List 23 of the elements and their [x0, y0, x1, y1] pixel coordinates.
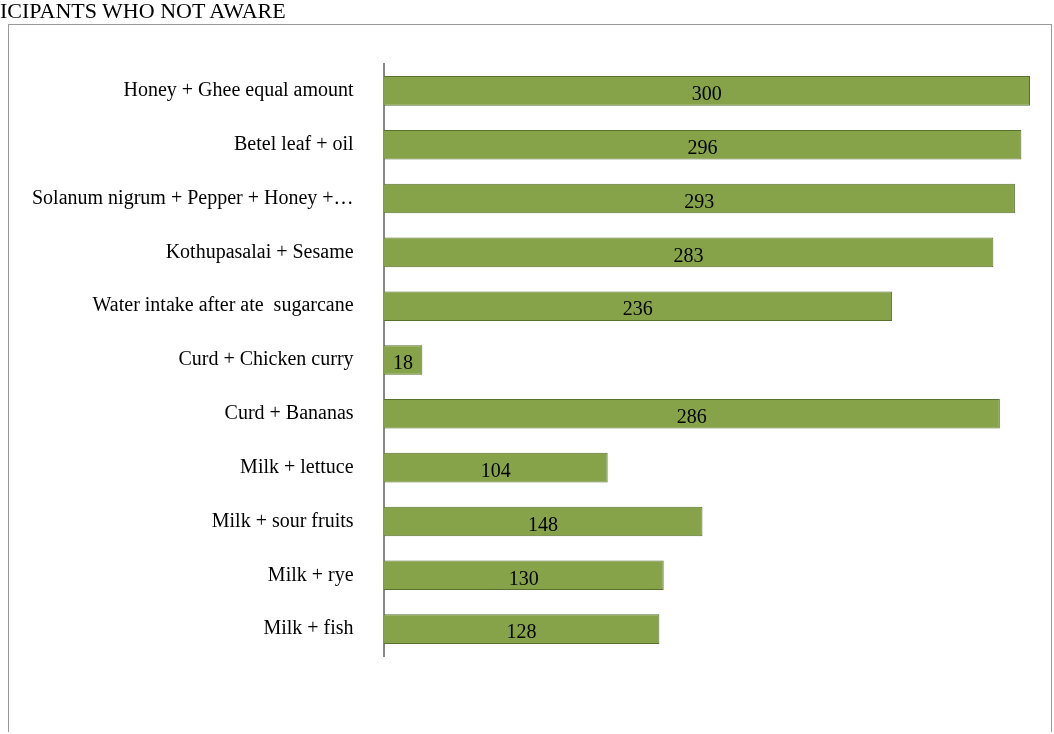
data-label: 283 — [673, 243, 704, 266]
data-label: 18 — [392, 351, 413, 374]
y-tick-label: Curd + Chicken curry — [178, 347, 354, 371]
y-tick-label: Honey + Ghee equal amount — [123, 78, 355, 102]
y-tick-label: Milk + fish — [263, 616, 354, 639]
y-tick-label: Milk + sour fruits — [211, 508, 354, 531]
y-tick-label: Solanum nigrum + Pepper + Honey +… — [31, 185, 354, 209]
y-tick-label: Water intake after ate sugarcane — [92, 293, 354, 317]
data-label: 128 — [506, 620, 537, 643]
data-label: 104 — [480, 458, 511, 481]
data-label: 286 — [676, 405, 707, 428]
data-label: 300 — [691, 82, 722, 105]
y-tick-label: Curd + Bananas — [224, 401, 354, 424]
data-label: 130 — [508, 566, 539, 589]
data-label: 296 — [687, 135, 718, 158]
y-tick-label: Betel leaf + oil — [234, 131, 355, 154]
data-label: 236 — [622, 297, 653, 320]
y-tick-label: Milk + lettuce — [240, 454, 354, 477]
data-label: 293 — [684, 189, 715, 212]
y-tick-label: Kothupasalai + Sesame — [165, 239, 354, 263]
data-label: 148 — [528, 512, 559, 535]
y-tick-label: Milk + rye — [267, 562, 354, 586]
text: ICIPANTS WHO NOT AWARE — [0, 0, 286, 23]
